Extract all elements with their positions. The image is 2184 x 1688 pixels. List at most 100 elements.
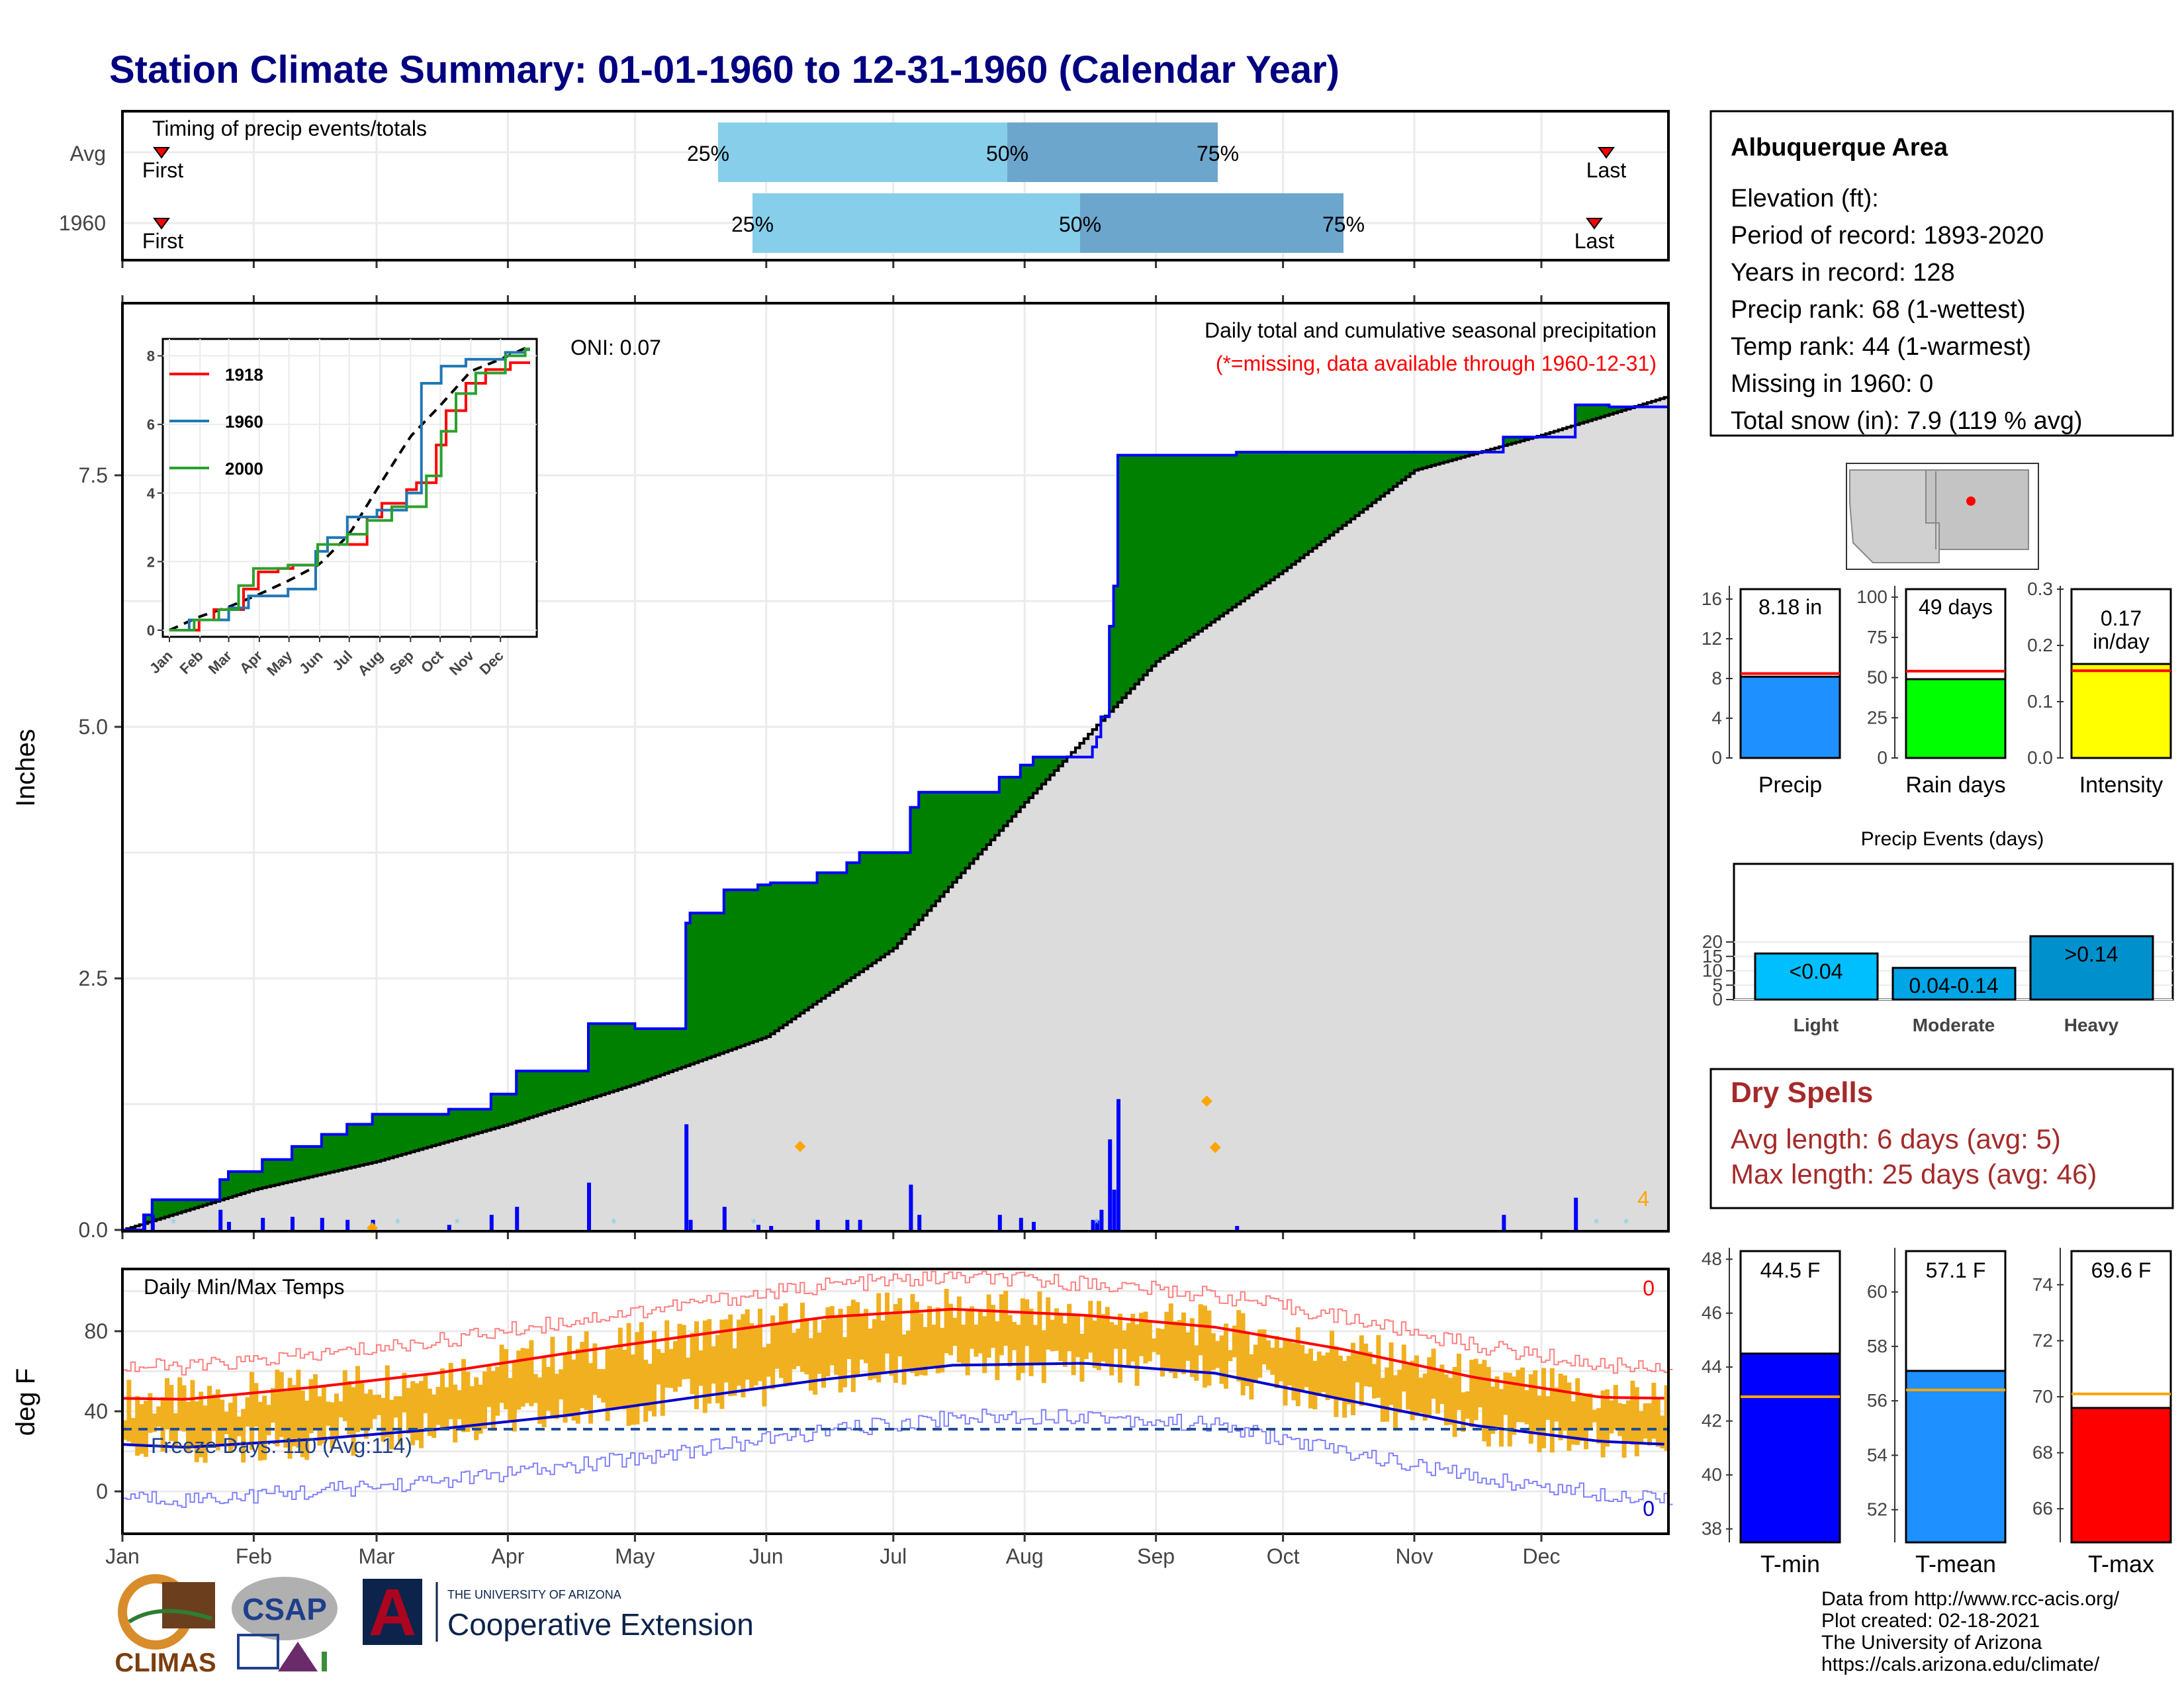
daily-temp-bar <box>1177 1320 1182 1373</box>
daily-temp-bar <box>232 1395 238 1448</box>
svg-text:in/day: in/day <box>2093 630 2149 653</box>
daily-temp-bar <box>1219 1335 1224 1384</box>
svg-text:0: 0 <box>1712 989 1723 1009</box>
daily-temp-bar <box>478 1384 483 1434</box>
svg-text:25: 25 <box>1867 707 1888 727</box>
daily-temp-bar <box>1401 1344 1406 1392</box>
daily-temp-bar <box>1579 1395 1584 1441</box>
daily-temp-bar <box>427 1388 432 1436</box>
daily-temp-bar <box>1228 1350 1233 1362</box>
daily-temp-bar <box>1478 1364 1482 1408</box>
daily-temp-bar <box>774 1323 780 1369</box>
temp-ytick-label: 40 <box>84 1399 108 1423</box>
daily-precip-bar <box>815 1219 820 1230</box>
daily-precip-bar <box>858 1219 862 1230</box>
precip-ylabel: Inches <box>11 729 40 807</box>
daily-temp-bar <box>241 1409 246 1463</box>
month-label: Dec <box>1523 1544 1561 1568</box>
daily-temp-bar <box>626 1323 631 1426</box>
daily-temp-bar <box>1639 1411 1644 1443</box>
daily-precip-bar <box>447 1225 451 1230</box>
daily-temp-bar <box>1613 1385 1618 1430</box>
daily-temp-bar <box>596 1369 602 1398</box>
daily-temp-bar <box>1016 1325 1021 1381</box>
daily-temp-bar <box>1452 1366 1457 1437</box>
dry-spells-avg: Avg length: 6 days (avg: 5) <box>1731 1123 2061 1154</box>
timing-avg-first-marker <box>153 147 170 159</box>
record-precip-marker <box>1209 1141 1221 1153</box>
daily-temp-bar <box>550 1336 555 1419</box>
daily-temp-bar <box>245 1397 250 1427</box>
daily-temp-bar <box>1236 1309 1242 1382</box>
daily-temp-bar <box>326 1401 331 1426</box>
timing-1960-50: 50% <box>1059 212 1101 236</box>
daily-temp-bar <box>838 1309 843 1393</box>
daily-temp-bar <box>944 1288 949 1354</box>
daily-temp-bar <box>508 1378 513 1422</box>
daily-temp-bar <box>1465 1391 1470 1419</box>
daily-temp-bar <box>537 1377 543 1424</box>
svg-text:70: 70 <box>2032 1386 2053 1407</box>
svg-text:74: 74 <box>2032 1274 2053 1295</box>
daily-temp-bar <box>1435 1371 1440 1414</box>
daily-temp-bar <box>876 1293 882 1383</box>
daily-temp-bar <box>1664 1385 1669 1451</box>
daily-temp-bar <box>1274 1336 1279 1389</box>
daily-temp-bar <box>169 1385 174 1441</box>
info-line-years: Years in record: 128 <box>1731 259 1955 287</box>
daily-temp-bar <box>1046 1297 1051 1350</box>
daily-temp-bar <box>1634 1387 1639 1457</box>
daily-precip-bar <box>909 1184 913 1230</box>
svg-text:4: 4 <box>1711 708 1722 728</box>
daily-temp-bar <box>1071 1315 1076 1376</box>
inset-ytick-label: 2 <box>147 553 155 570</box>
daily-precip-bar <box>227 1221 231 1230</box>
daily-precip-bar <box>1108 1139 1113 1230</box>
daily-temp-bar <box>1266 1340 1271 1370</box>
svg-text:10: 10 <box>1702 961 1723 981</box>
svg-text:40: 40 <box>1702 1464 1722 1485</box>
station-name: Albuquerque Area <box>1731 134 1948 162</box>
svg-text:60: 60 <box>1867 1282 1888 1302</box>
daily-temp-bar <box>563 1354 568 1423</box>
daily-temp-bar <box>1020 1298 1025 1374</box>
daily-temp-bar <box>935 1307 940 1374</box>
svg-text:58: 58 <box>1867 1336 1888 1356</box>
timing-avg-25: 25% <box>687 142 729 165</box>
daily-temp-bar <box>1130 1313 1136 1362</box>
month-label: May <box>615 1544 655 1568</box>
daily-temp-bar <box>1249 1354 1254 1400</box>
daily-temp-bar <box>347 1381 352 1435</box>
daily-temp-bar <box>1054 1308 1059 1351</box>
daily-temp-bar <box>737 1319 741 1386</box>
daily-precip-bar <box>142 1215 146 1230</box>
daily-temp-bar <box>880 1320 886 1374</box>
timing-1960-first: First <box>142 229 183 253</box>
daily-temp-bar <box>1346 1356 1351 1405</box>
daily-temp-bar <box>1291 1342 1297 1401</box>
daily-temp-bar <box>1660 1415 1665 1449</box>
daily-temp-bar <box>1028 1308 1034 1376</box>
daily-temp-bar <box>1168 1303 1173 1374</box>
daily-temp-bar <box>919 1313 924 1376</box>
temp-ytick-label: 80 <box>84 1319 108 1343</box>
daily-temp-bar <box>1075 1315 1080 1358</box>
inset-ytick-label: 6 <box>147 416 155 433</box>
daily-temp-bar <box>1067 1303 1072 1352</box>
daily-temp-bar <box>1160 1329 1165 1377</box>
daily-temp-bar <box>160 1397 165 1452</box>
daily-precip-bar <box>688 1219 693 1230</box>
credit-university: The University of Arizona <box>1821 1632 2042 1654</box>
daily-temp-bar <box>406 1387 411 1434</box>
daily-temp-bar <box>546 1366 551 1411</box>
inset-legend-1918: 1918 <box>225 365 263 385</box>
daily-temp-bar <box>435 1387 441 1425</box>
svg-text:16: 16 <box>1702 588 1722 609</box>
svg-text:54: 54 <box>1867 1444 1888 1465</box>
svg-text:0.2: 0.2 <box>2027 635 2053 655</box>
daily-temp-bar <box>398 1396 402 1445</box>
daily-temp-bar <box>1113 1325 1118 1349</box>
daily-temp-bar <box>1363 1343 1369 1387</box>
daily-temp-bar <box>1490 1386 1496 1434</box>
daily-temp-bar <box>363 1393 369 1439</box>
